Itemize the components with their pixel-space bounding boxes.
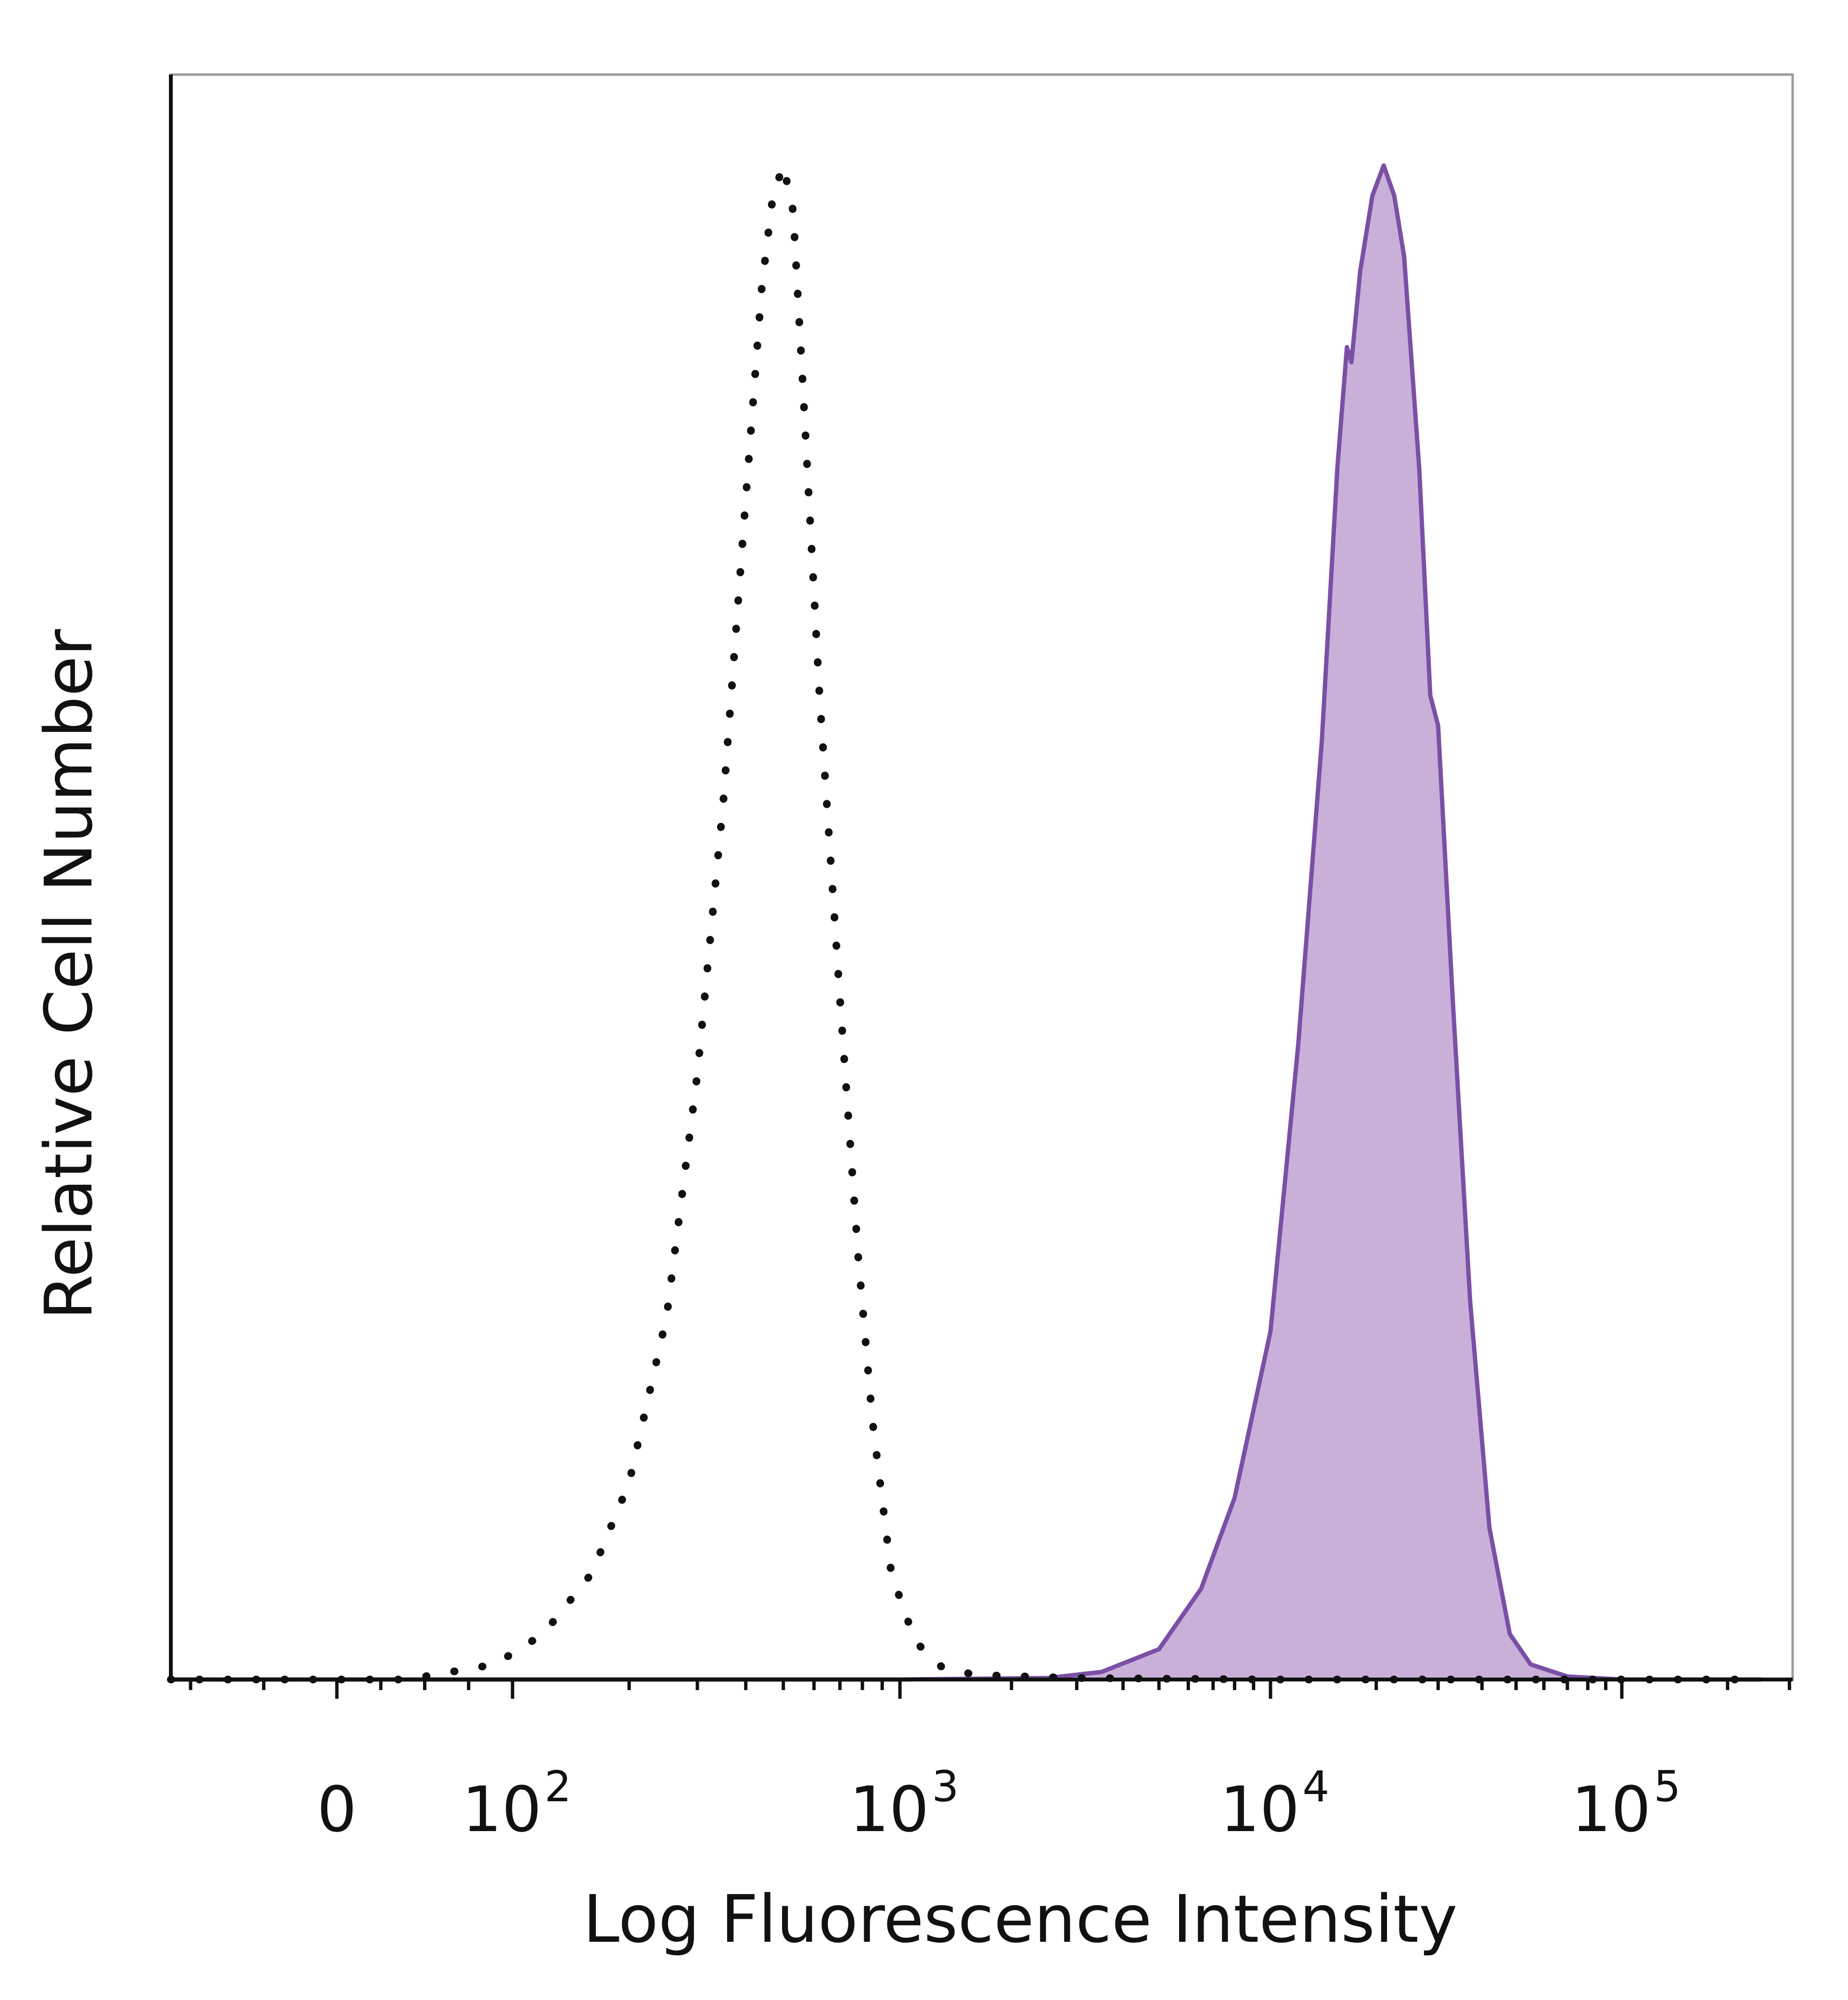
stained-histogram-outline (171, 163, 1762, 1682)
x-tick-label: 105 (1571, 1762, 1681, 1846)
x-tick-labels: 0 102 103 104 105 (317, 1762, 1681, 1846)
stained-histogram-fill (171, 165, 1762, 1679)
x-tick-label: 102 (462, 1762, 571, 1846)
x-tick-label: 103 (849, 1762, 959, 1846)
x-tick-label: 0 (317, 1773, 357, 1846)
x-minor-ticks (189, 1679, 1791, 1690)
x-tick-label: 104 (1220, 1762, 1329, 1846)
y-axis-title: Relative Cell Number (31, 629, 107, 1320)
x-major-ticks (335, 1679, 1624, 1699)
x-axis-title: Log Fluorescence Intensity (583, 1882, 1457, 1958)
series-layer (167, 161, 1766, 1683)
